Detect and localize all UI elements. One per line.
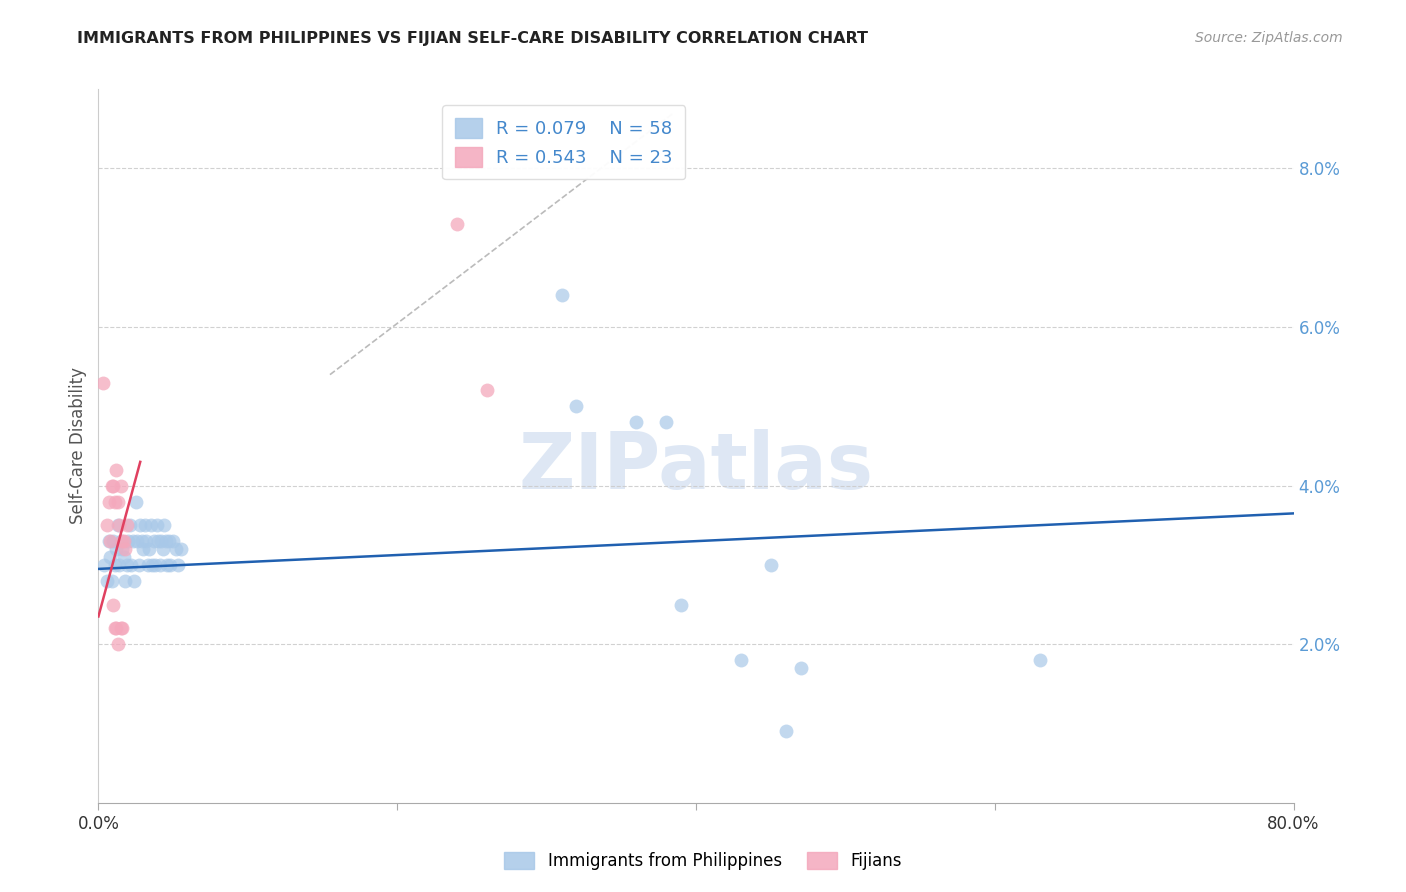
- Point: [125, 494, 148, 508]
- Point: [134, 518, 156, 533]
- Point: [626, 415, 648, 429]
- Point: [97, 494, 120, 508]
- Point: [103, 534, 125, 549]
- Legend: R = 0.079    N = 58, R = 0.543    N = 23: R = 0.079 N = 58, R = 0.543 N = 23: [441, 105, 685, 179]
- Point: [1028, 653, 1050, 667]
- Point: [97, 534, 120, 549]
- Point: [759, 558, 782, 572]
- Point: [110, 478, 132, 492]
- Point: [156, 558, 179, 572]
- Point: [148, 534, 170, 549]
- Point: [775, 724, 797, 739]
- Point: [128, 558, 150, 572]
- Point: [730, 653, 752, 667]
- Point: [149, 558, 172, 572]
- Point: [124, 574, 146, 588]
- Point: [157, 534, 180, 549]
- Point: [121, 534, 143, 549]
- Point: [104, 558, 127, 572]
- Point: [98, 549, 122, 564]
- Point: [155, 534, 177, 549]
- Point: [129, 518, 152, 533]
- Point: [111, 534, 134, 549]
- Point: [655, 415, 678, 429]
- Point: [107, 494, 129, 508]
- Point: [120, 558, 142, 572]
- Point: [142, 534, 165, 549]
- Y-axis label: Self-Care Disability: Self-Care Disability: [69, 368, 87, 524]
- Point: [118, 518, 141, 533]
- Text: ZIPatlas: ZIPatlas: [519, 429, 873, 506]
- Point: [93, 558, 115, 572]
- Point: [107, 518, 129, 533]
- Point: [107, 637, 129, 651]
- Point: [91, 376, 114, 390]
- Point: [115, 518, 138, 533]
- Point: [112, 534, 135, 549]
- Point: [166, 558, 188, 572]
- Legend: Immigrants from Philippines, Fijians: Immigrants from Philippines, Fijians: [498, 845, 908, 877]
- Point: [127, 534, 149, 549]
- Point: [110, 534, 132, 549]
- Point: [162, 534, 184, 549]
- Point: [115, 558, 138, 572]
- Point: [159, 558, 181, 572]
- Point: [104, 494, 127, 508]
- Point: [105, 463, 128, 477]
- Point: [108, 558, 131, 572]
- Point: [169, 542, 191, 557]
- Point: [139, 518, 162, 533]
- Point: [789, 661, 811, 675]
- Point: [103, 598, 125, 612]
- Point: [114, 574, 136, 588]
- Point: [96, 574, 118, 588]
- Point: [550, 288, 572, 302]
- Point: [105, 621, 128, 635]
- Point: [141, 558, 163, 572]
- Point: [98, 534, 122, 549]
- Point: [153, 518, 176, 533]
- Point: [105, 542, 128, 557]
- Point: [565, 400, 588, 414]
- Point: [135, 534, 157, 549]
- Point: [112, 549, 135, 564]
- Point: [117, 534, 139, 549]
- Point: [108, 518, 131, 533]
- Point: [145, 518, 167, 533]
- Point: [131, 534, 153, 549]
- Point: [446, 217, 468, 231]
- Point: [132, 542, 155, 557]
- Point: [104, 621, 127, 635]
- Point: [101, 478, 124, 492]
- Point: [143, 558, 166, 572]
- Point: [114, 542, 136, 557]
- Point: [111, 621, 134, 635]
- Point: [475, 384, 498, 398]
- Point: [111, 542, 134, 557]
- Point: [136, 558, 159, 572]
- Point: [110, 621, 132, 635]
- Text: Source: ZipAtlas.com: Source: ZipAtlas.com: [1195, 31, 1343, 45]
- Point: [96, 518, 118, 533]
- Point: [165, 542, 187, 557]
- Point: [101, 574, 124, 588]
- Point: [103, 478, 125, 492]
- Point: [669, 598, 692, 612]
- Point: [138, 542, 160, 557]
- Point: [150, 534, 173, 549]
- Point: [152, 542, 174, 557]
- Text: IMMIGRANTS FROM PHILIPPINES VS FIJIAN SELF-CARE DISABILITY CORRELATION CHART: IMMIGRANTS FROM PHILIPPINES VS FIJIAN SE…: [77, 31, 869, 46]
